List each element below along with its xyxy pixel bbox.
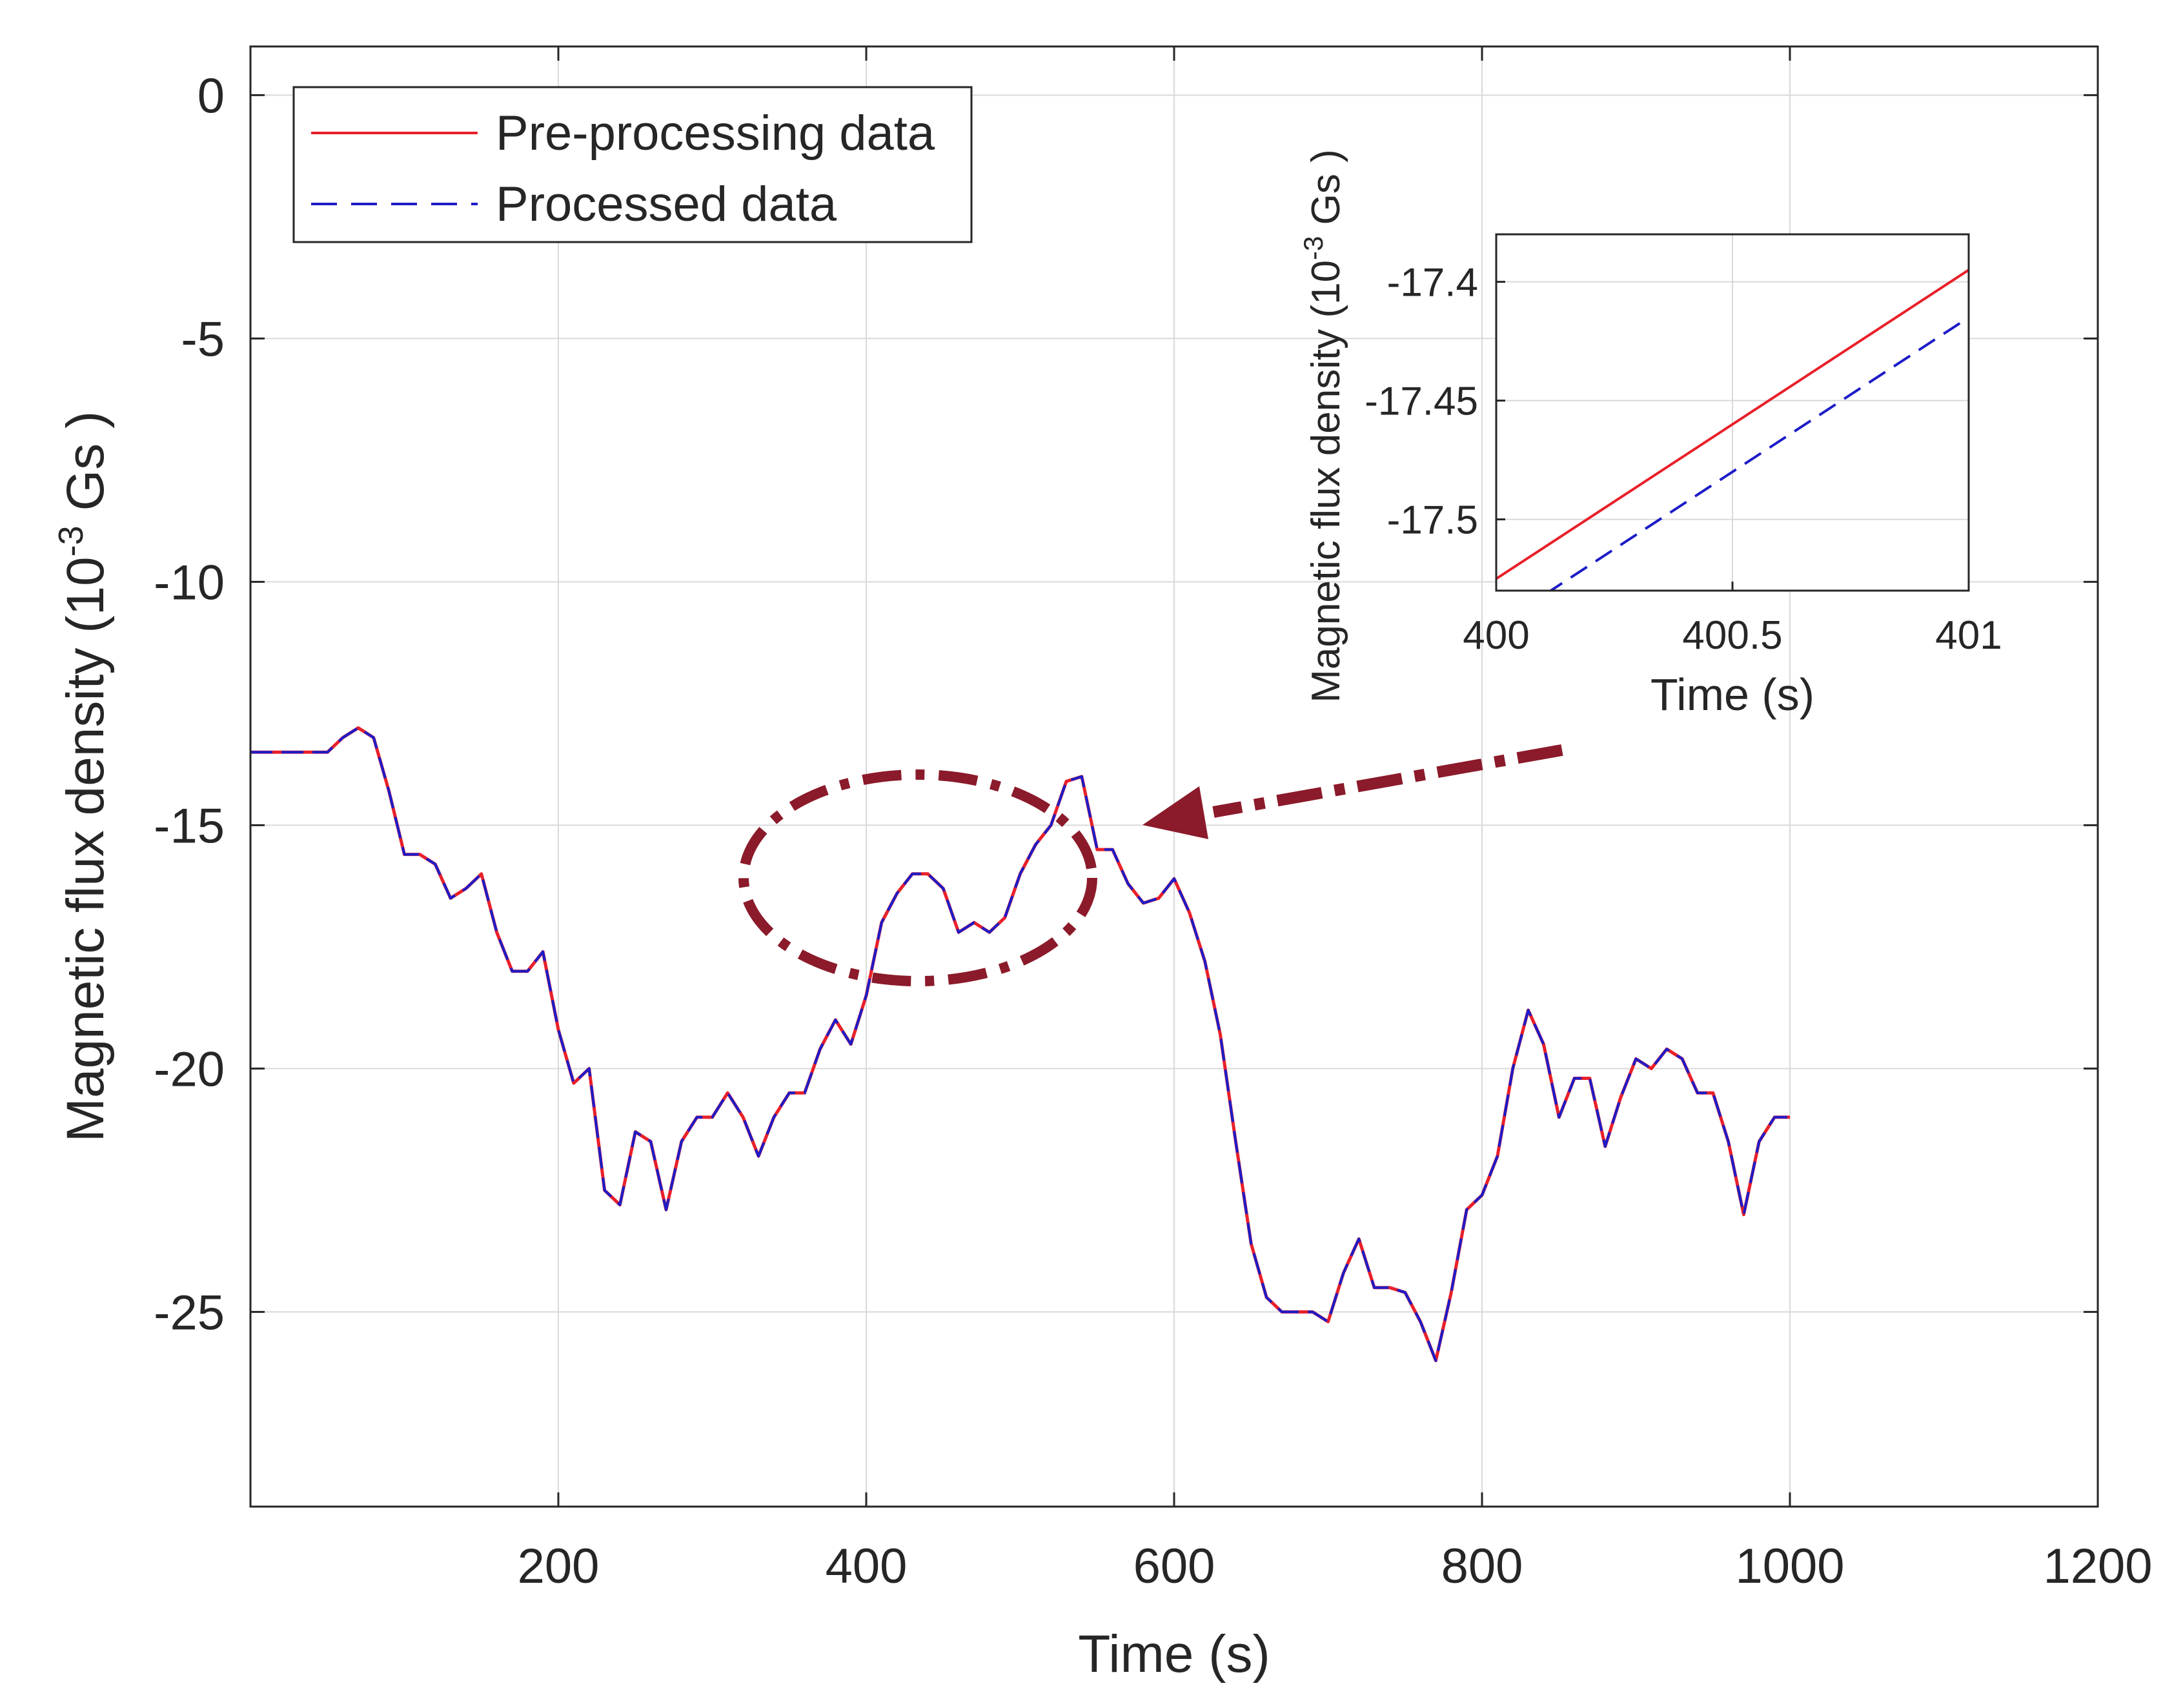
- inset-series-line-processed: [1548, 316, 1969, 591]
- main-x-tick-label: 200: [518, 1539, 600, 1594]
- main-y-tick-label: -10: [154, 555, 225, 610]
- main-x-tick-label: 400: [826, 1539, 908, 1594]
- inset-x-tick-label: 400.5: [1682, 613, 1782, 658]
- legend-label-processed: Processed data: [496, 177, 837, 232]
- main-y-tick-label: -15: [154, 798, 225, 853]
- inset-y-tick-label: -17.5: [1387, 498, 1478, 543]
- legend: Pre-processing data Processed data: [292, 86, 973, 243]
- inset-y-tick-label: -17.4: [1387, 261, 1478, 305]
- inset-y-tick-label: -17.45: [1365, 380, 1478, 424]
- main-x-tick-label: 600: [1133, 1539, 1215, 1594]
- main-y-tick-label: -25: [154, 1285, 225, 1340]
- inset-lines: [1496, 269, 1969, 591]
- main-y-tick-label: -5: [181, 312, 225, 367]
- series-line-processed: [250, 726, 1790, 1362]
- main-x-tick-label: 1000: [1735, 1539, 1844, 1594]
- y-axis-label: Magnetic flux density (10-3 Gs ): [52, 411, 115, 1143]
- inset-x-tick-label: 400: [1463, 613, 1529, 658]
- main-lines: [250, 726, 1790, 1363]
- main-x-tick-label: 1200: [2043, 1539, 2152, 1594]
- inset-series-line-pre-processing: [1496, 269, 1969, 580]
- inset-x-axis-label: Time (s): [1650, 669, 1814, 720]
- pointer-arrow: [1212, 744, 1563, 818]
- main-y-tick-label: -20: [154, 1042, 225, 1097]
- highlight-ellipse: [738, 769, 1097, 986]
- pointer-arrow-head: [1142, 786, 1208, 839]
- main-ticks: 200 400 600 800 1000 1200 0 -5 -10 -15 -20 -25: [154, 46, 2153, 1594]
- legend-label-pre-processing: Pre-processing data: [496, 106, 935, 161]
- inset-x-tick-label: 401: [1935, 613, 2002, 658]
- inset-y-axis-label: Magnetic flux density (10-3 Gs ): [1298, 149, 1348, 702]
- x-axis-label: Time (s): [1078, 1625, 1270, 1683]
- inset-ticks: 400 400.5 401 -17.4 -17.45 -17.5: [1365, 261, 2002, 658]
- main-y-tick-label: 0: [198, 68, 225, 123]
- main-x-tick-label: 800: [1441, 1539, 1523, 1594]
- legend-box: [292, 86, 973, 243]
